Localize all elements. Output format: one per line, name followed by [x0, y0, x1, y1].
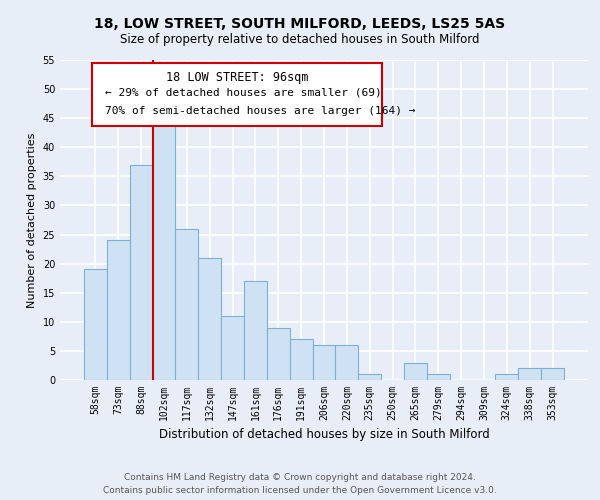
Text: 18, LOW STREET, SOUTH MILFORD, LEEDS, LS25 5AS: 18, LOW STREET, SOUTH MILFORD, LEEDS, LS…	[94, 18, 506, 32]
Bar	[198, 258, 221, 380]
Bar	[313, 345, 335, 380]
Bar	[358, 374, 381, 380]
Y-axis label: Number of detached properties: Number of detached properties	[27, 132, 37, 308]
Bar	[175, 228, 198, 380]
Text: Contains HM Land Registry data © Crown copyright and database right 2024.
Contai: Contains HM Land Registry data © Crown c…	[103, 473, 497, 495]
Bar	[518, 368, 541, 380]
Text: 70% of semi-detached houses are larger (164) →: 70% of semi-detached houses are larger (…	[105, 106, 415, 117]
Text: 18 LOW STREET: 96sqm: 18 LOW STREET: 96sqm	[166, 71, 308, 84]
Bar	[427, 374, 450, 380]
Bar	[335, 345, 358, 380]
Bar	[267, 328, 290, 380]
Bar	[244, 281, 267, 380]
Bar	[84, 270, 107, 380]
FancyBboxPatch shape	[92, 63, 382, 126]
Bar	[221, 316, 244, 380]
Text: ← 29% of detached houses are smaller (69): ← 29% of detached houses are smaller (69…	[105, 87, 382, 97]
Bar	[130, 164, 152, 380]
Bar	[541, 368, 564, 380]
Bar	[107, 240, 130, 380]
Bar	[290, 340, 313, 380]
Bar	[496, 374, 518, 380]
Bar	[152, 124, 175, 380]
Bar	[404, 362, 427, 380]
Text: Size of property relative to detached houses in South Milford: Size of property relative to detached ho…	[120, 32, 480, 46]
X-axis label: Distribution of detached houses by size in South Milford: Distribution of detached houses by size …	[158, 428, 490, 442]
